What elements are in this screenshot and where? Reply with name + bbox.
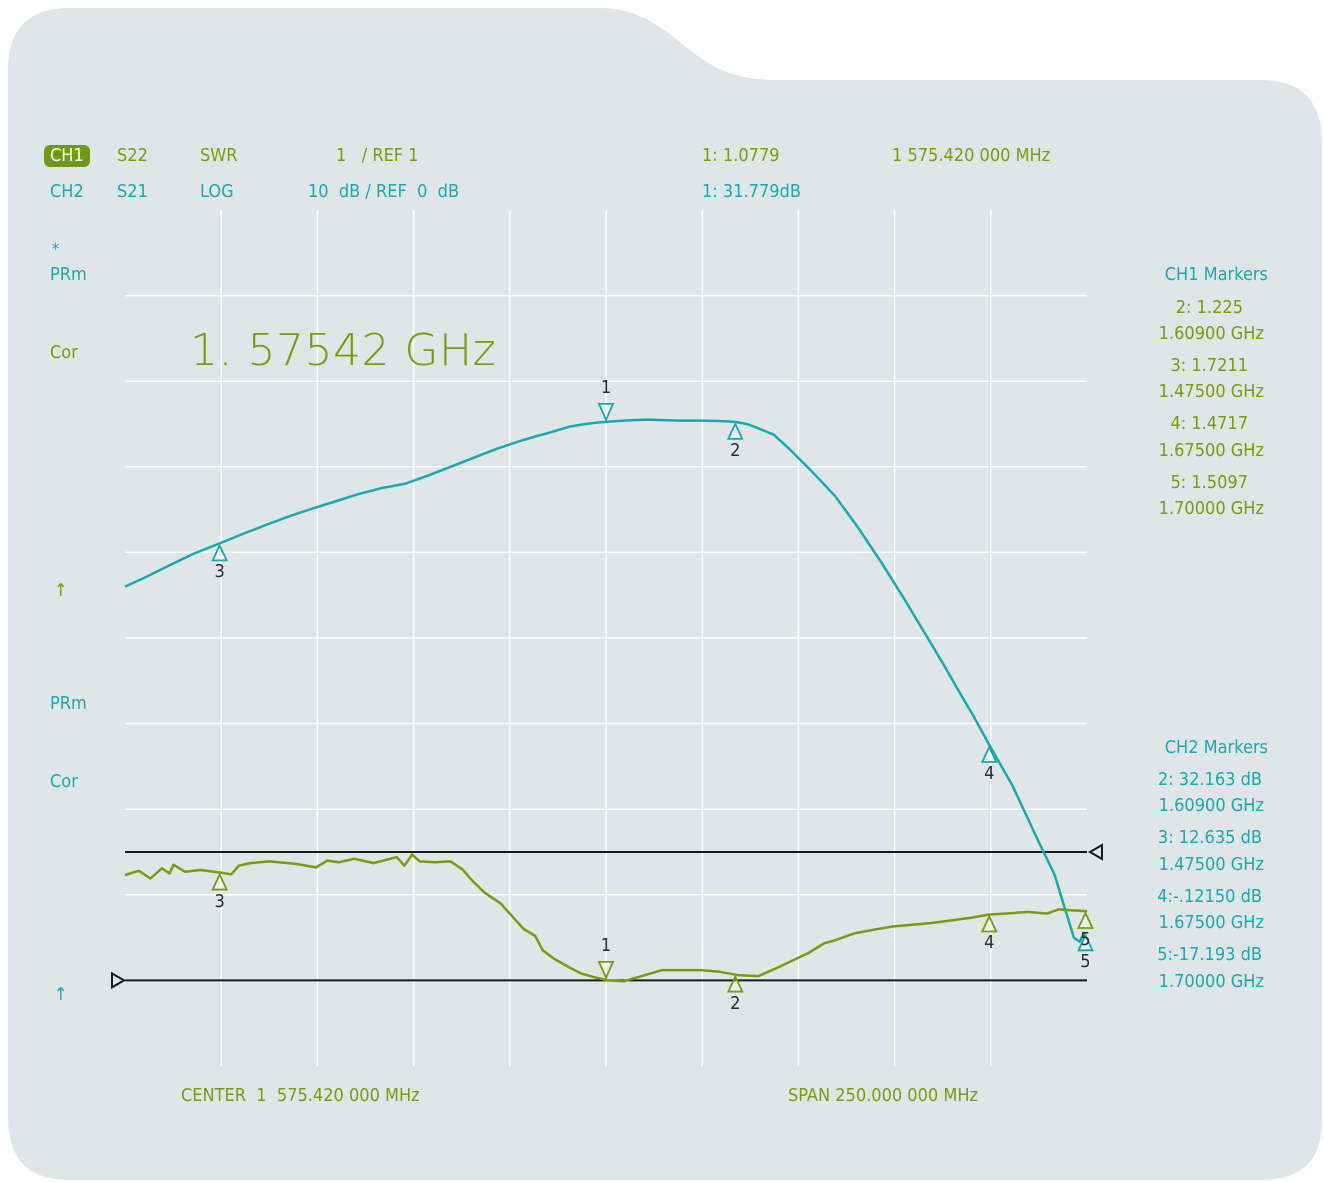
ch1-marker-4-freq: 1.67500 GHz — [1158, 440, 1264, 461]
ch1-marker-2-triangle-icon[interactable] — [726, 421, 744, 440]
ch1-marker-3-value: 3: 1.7211 — [1170, 355, 1248, 376]
ch2-parameter[interactable]: S21 — [117, 181, 148, 202]
ch2-marker-2-number: 2 — [730, 992, 741, 1014]
center-frequency-label: CENTER 1 575.420 000 MHz — [181, 1085, 420, 1106]
ch2-marker-3-number: 3 — [214, 890, 225, 912]
ch2-marker-5-value: 5:-17.193 dB — [1157, 944, 1262, 965]
ch2-trace — [124, 853, 1088, 983]
ch2-reference-arrow-icon[interactable] — [111, 971, 126, 990]
span-label: SPAN 250.000 000 MHz — [788, 1085, 979, 1106]
ch1-markers-title: CH1 Markers — [1164, 264, 1268, 285]
ch1-marker-3-number: 3 — [214, 561, 225, 583]
ch2-marker-4-value: 4:-.12150 dB — [1157, 886, 1262, 907]
active-marker-frequency: 1. 57542 GHz — [190, 325, 497, 376]
ch2-marker-4-freq: 1.67500 GHz — [1158, 912, 1264, 933]
ch2-prm-label-lower: PRm — [50, 693, 87, 714]
ch1-marker-2-value: 2: 1.225 — [1175, 297, 1243, 318]
ch1-marker-5-value: 5: 1.5097 — [1170, 472, 1248, 493]
ch1-ref-arrow-icon: ↑ — [54, 580, 68, 601]
ch1-reference-arrow-icon[interactable] — [1088, 843, 1103, 861]
ch1-marker-3-triangle-icon[interactable] — [211, 543, 229, 562]
ch2-marker-2-value: 2: 32.163 dB — [1157, 769, 1262, 790]
ch2-channel-label[interactable]: CH2 — [50, 181, 84, 202]
ch2-ref-arrow-icon: ↑ — [54, 984, 68, 1005]
ch1-cor-label: Cor — [50, 342, 78, 363]
ch2-marker-3-freq: 1.47500 GHz — [1158, 854, 1264, 875]
ch2-marker-1-triangle-icon[interactable] — [597, 960, 615, 981]
ch2-marker-3-triangle-icon[interactable] — [211, 872, 229, 891]
traces — [124, 418, 1088, 983]
ch2-prm-label: PRm — [50, 264, 87, 285]
ch2-marker-4-triangle-icon[interactable] — [980, 914, 998, 933]
ch1-marker-5-freq: 1.70000 GHz — [1158, 498, 1264, 519]
ch1-marker-4-number: 4 — [984, 763, 995, 784]
ch2-marker-2-freq: 1.60900 GHz — [1158, 795, 1264, 816]
ch2-marker-5-freq: 1.70000 GHz — [1158, 971, 1264, 992]
ch2-marker-3-value: 3: 12.635 dB — [1157, 827, 1262, 848]
ch2-marker-4-number: 4 — [984, 932, 995, 954]
ch1-center-frequency: 1 575.420 000 MHz — [892, 145, 1051, 166]
ch2-format[interactable]: LOG — [200, 181, 234, 202]
ch1-marker-1-number: 1 — [600, 376, 612, 398]
ch1-channel-badge[interactable]: CH1 — [44, 145, 90, 167]
ch2-marker-5-number: 5 — [1080, 928, 1091, 950]
graticule — [125, 210, 1087, 1066]
ch1-marker-2-freq: 1.60900 GHz — [1158, 323, 1264, 344]
ch2-marker-readout: 1: 31.779dB — [702, 181, 801, 202]
ch1-marker-3-freq: 1.47500 GHz — [1158, 381, 1264, 402]
ch1-marker-1-triangle-icon[interactable] — [597, 402, 615, 423]
ch1-trace — [124, 418, 1086, 944]
screen-panel — [8, 8, 1322, 1180]
ch1-marker-4-value: 4: 1.4717 — [1170, 413, 1248, 434]
ch1-parameter[interactable]: S22 — [117, 145, 148, 166]
ch1-marker-5-number: 5 — [1080, 951, 1091, 973]
ch2-markers-title: CH2 Markers — [1164, 737, 1268, 758]
marker-glyphs — [211, 402, 1094, 993]
ch1-scale: 1 / REF 1 — [336, 145, 419, 166]
ch1-format[interactable]: SWR — [200, 145, 238, 166]
ch2-marker-2-triangle-icon[interactable] — [726, 974, 744, 993]
ch2-scale: 10 dB / REF 0 dB — [308, 181, 460, 202]
ch1-marker-5-triangle-icon[interactable] — [1077, 933, 1094, 952]
ch1-marker-4-triangle-icon[interactable] — [980, 744, 998, 763]
ch2-marker-5-triangle-icon[interactable] — [1077, 910, 1094, 929]
ch1-marker-readout: 1: 1.0779 — [702, 145, 780, 166]
ch2-marker-1-number: 1 — [600, 934, 612, 956]
ch1-marker-2-number: 2 — [730, 439, 741, 461]
star-indicator: * — [52, 239, 60, 258]
ch2-cor-label: Cor — [50, 771, 78, 792]
